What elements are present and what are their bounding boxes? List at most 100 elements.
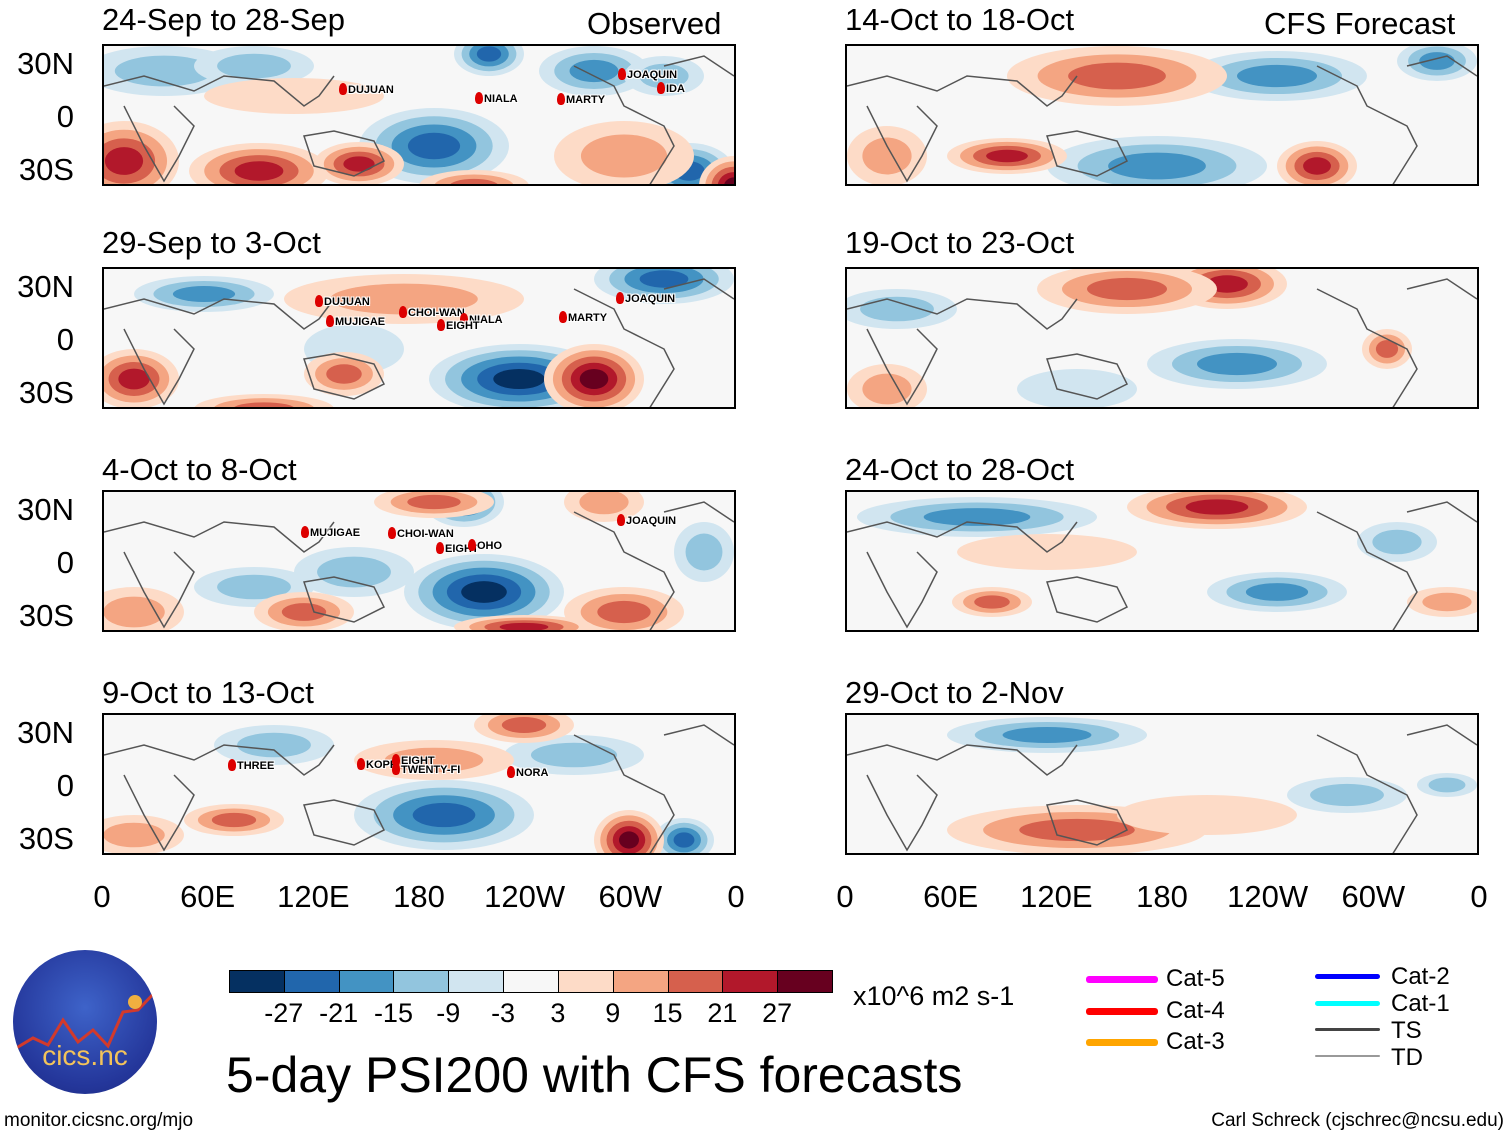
contour-fill [461,581,507,603]
colorbar-swatch [338,970,395,993]
legend-label: Cat-1 [1391,990,1450,1017]
psi200-anomaly-map [847,492,1477,630]
storm-track-label: MUJIGAE [301,526,360,539]
contour-fill [384,747,484,773]
colorbar-swatch [393,970,450,993]
contour-fill [1108,152,1206,180]
contour-fill [860,296,934,322]
latitude-label: 30S [18,821,74,856]
latitude-label: 30N [17,269,74,304]
hurricane-icon [437,319,445,331]
legend-line [1086,976,1158,983]
coastline [847,55,1477,184]
map-panel: DUJUAN NIALA MARTY JOAQUIN IDA [102,44,736,186]
url-link[interactable]: monitor.cicsnc.org/mjo [4,1110,194,1131]
storm-name: MARTY [566,94,606,106]
hurricane-icon [436,542,444,554]
map-panel: THREE KOPP EIGHT TWENTY-FI NORA [102,713,736,855]
storm-name: EIGHT [401,755,435,767]
contour-fill [1019,818,1135,842]
contour-fill [237,732,311,758]
contour-fill [639,63,689,89]
longitude-label: 120E [1020,879,1093,914]
hurricane-icon [388,527,396,539]
contour-fill [673,832,695,848]
colorbar-units: x10^6 m2 s-1 [853,981,1015,1011]
longitude-label: 120W [484,879,566,914]
storm-track-label: NIALA [475,92,518,105]
storm-name: JOAQUIN [626,515,677,527]
legend-line [1315,974,1380,979]
storm-name: MARTY [568,312,608,324]
contour-fill [211,812,257,828]
contour-fill [619,831,639,849]
contour-fill [639,270,689,288]
colorbar-tick-label: -9 [436,998,461,1028]
hurricane-icon [557,93,565,105]
contour-fill [450,178,498,184]
storm-track-label: JOAQUIN [617,514,676,527]
contour-fill [530,742,618,768]
hurricane-icon [657,82,665,94]
hurricane-icon [326,315,334,327]
contour-fill [172,286,236,302]
legend-line [1086,1039,1158,1046]
hurricane-icon [559,311,567,323]
contour-fill [1237,64,1317,88]
contour-fill [234,402,294,407]
hurricane-icon [315,295,323,307]
contour-fill [118,368,150,390]
colorbar-tick-label: 27 [762,998,793,1028]
coastline [104,278,734,407]
storm-track-label: MARTY [559,311,607,324]
legend-label: Cat-2 [1391,963,1450,990]
contour-fill [1310,783,1384,807]
hurricane-icon [617,514,625,526]
longitude-label: 60E [923,879,979,914]
contour-fill [104,147,144,175]
storm-name: JOAQUIN [625,293,676,305]
longitude-label: 0 [1470,879,1488,914]
storm-name: DUJUAN [324,296,370,308]
hurricane-icon [228,759,236,771]
longitude-label: 0 [93,879,111,914]
panel-title: 24-Oct to 28-Oct [845,452,1075,487]
hurricane-icon [618,68,626,80]
hurricane-icon [460,313,468,325]
latitude-label: 30S [18,598,74,633]
contour-fill [501,717,547,733]
storm-track-label: NIALA [460,313,503,326]
storm-name: NIALA [484,93,518,105]
latitude-label: 0 [56,322,74,357]
contour-fill [1002,727,1092,743]
storm-track-label: DUJUAN [315,295,370,308]
storm-name: CHOI-WAN [408,307,465,319]
latitude-label: 30N [17,715,74,750]
hurricane-icon [399,306,407,318]
map-panel [845,713,1479,855]
latitude-label: 30S [18,375,74,410]
storm-name: MUJIGAE [310,527,361,539]
contour-fill [281,603,327,621]
contour-fill [923,508,1031,526]
colorbar-tick-label: 3 [550,998,566,1028]
storm-name: DUJUAN [348,84,394,96]
storm-track-label: DUJUAN [339,83,394,96]
contour-fill [862,137,912,175]
legend-line [1315,1055,1380,1057]
hurricane-icon [616,292,624,304]
longitude-label: 180 [1136,879,1188,914]
map-panel [845,490,1479,632]
panel-title: 19-Oct to 23-Oct [845,225,1075,260]
contour-fill [1303,157,1331,175]
contour-fill [217,574,291,600]
latitude-label: 30N [17,492,74,527]
map-panel: DUJUAN MUJIGAE CHOI-WAN NIALA EIGHT MARTY JOAQ… [102,267,736,409]
coastline [104,55,734,184]
legend-label: Cat-5 [1166,965,1225,992]
storm-name: JOAQUIN [627,69,678,81]
contour-fill [412,802,476,828]
latitude-label: 30S [18,152,74,187]
legend-label: TS [1391,1017,1422,1044]
storm-track-label: OHO [468,539,502,552]
